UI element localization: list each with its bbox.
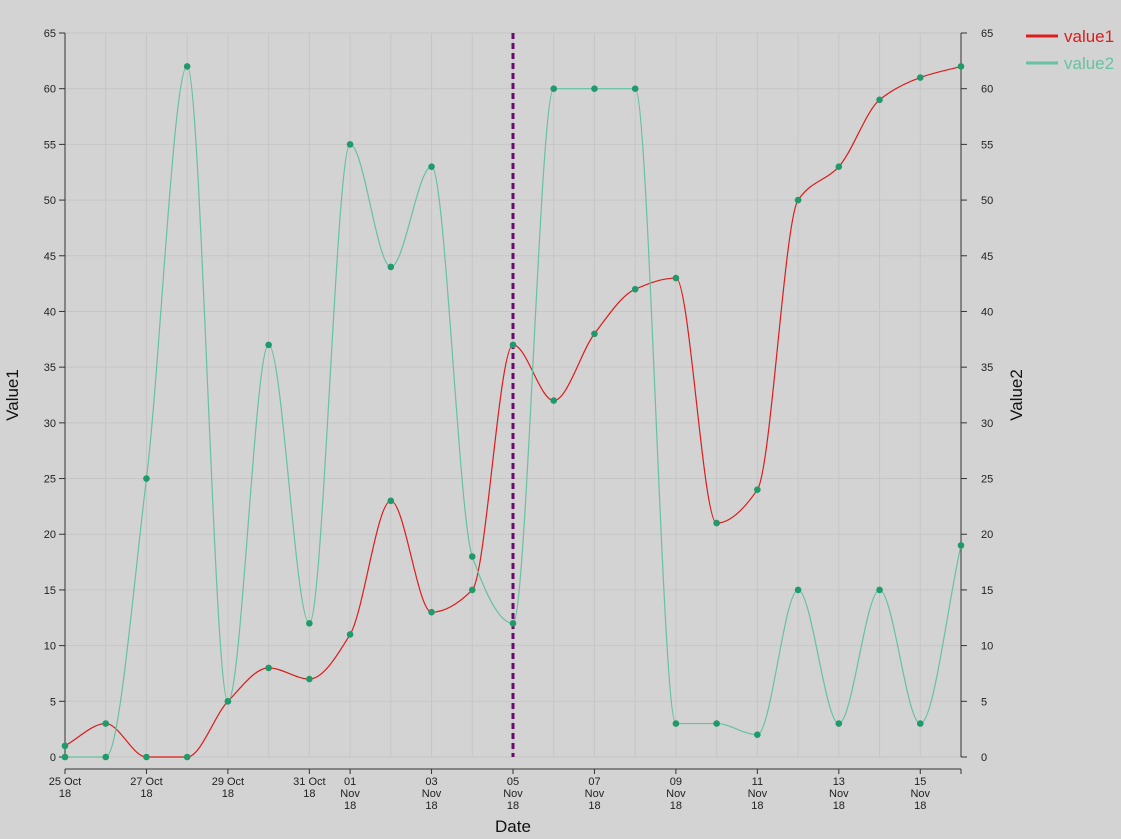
x-tick-label: 05 Nov 18 <box>503 776 523 812</box>
data-point-value2 <box>306 620 313 627</box>
data-point-value1 <box>916 74 924 81</box>
data-point-value2 <box>957 542 965 549</box>
y-tick-label-right: 45 <box>981 251 993 263</box>
data-point-value2 <box>346 141 354 148</box>
y-tick-label-right: 5 <box>981 696 987 708</box>
data-point-value2 <box>102 753 110 761</box>
data-point-value2 <box>183 63 191 70</box>
legend: value1 value2 <box>1026 27 1114 73</box>
data-point-value2 <box>835 720 843 727</box>
data-point-value1 <box>672 274 680 282</box>
x-axis-title: Date <box>495 817 531 836</box>
data-point-value1 <box>265 664 272 672</box>
data-point-value2 <box>224 698 232 705</box>
y-tick-label-right: 15 <box>981 585 993 597</box>
x-tick-label: 09 Nov 18 <box>666 776 686 812</box>
data-point-value1 <box>754 486 761 493</box>
x-tick-label: 15 Nov 18 <box>910 776 930 812</box>
y-tick-label-right: 55 <box>981 139 993 151</box>
y-tick-label-left: 25 <box>44 474 56 486</box>
data-point-value1 <box>835 163 843 170</box>
data-point-value1 <box>306 675 313 683</box>
x-tick-label: 13 Nov 18 <box>829 776 849 812</box>
data-point-value1 <box>713 519 720 527</box>
data-point-value1 <box>876 96 883 104</box>
x-tick-label: 03 Nov 18 <box>422 776 442 812</box>
y-axis-left: 0 5 10 15 20 25 30 35 40 45 50 55 60 65 <box>44 28 66 764</box>
series-group <box>64 65 962 758</box>
data-point-value2 <box>61 753 69 761</box>
legend-label-value2: value2 <box>1064 54 1114 73</box>
y-tick-label-right: 0 <box>981 752 987 764</box>
data-point-value2 <box>509 620 517 627</box>
series-line-value1 <box>64 65 962 758</box>
data-point-value1 <box>346 631 354 638</box>
y-tick-label-right: 60 <box>981 84 993 96</box>
x-axis: 25 Oct 18 27 Oct 18 29 Oct 18 31 Oct 18 01 Nov 18 0… <box>49 768 962 812</box>
data-point-value1 <box>957 63 965 70</box>
y-tick-label-right: 30 <box>981 418 993 430</box>
y-tick-label-right: 50 <box>981 195 993 207</box>
data-point-value1 <box>428 608 435 616</box>
data-point-value2 <box>143 475 150 482</box>
y-tick-label-right: 25 <box>981 474 993 486</box>
data-point-value2 <box>428 163 435 170</box>
x-tick-label: 01 Nov 18 <box>340 776 360 812</box>
data-point-value2 <box>591 85 598 92</box>
y-tick-label-left: 30 <box>44 418 56 430</box>
x-tick-label: 29 Oct 18 <box>212 776 244 800</box>
data-point-value2 <box>631 85 639 92</box>
y-tick-label-left: 5 <box>50 696 56 708</box>
y-tick-label-right: 35 <box>981 362 993 374</box>
x-tick-label: 31 Oct 18 <box>293 776 325 800</box>
data-point-value2 <box>713 720 720 727</box>
y-axis-right-title: Value2 <box>1007 369 1026 421</box>
y-tick-label-left: 10 <box>44 641 56 653</box>
data-point-value2 <box>876 586 883 594</box>
data-point-value2 <box>754 731 761 739</box>
data-point-value1 <box>183 753 191 761</box>
y-tick-label-right: 10 <box>981 641 993 653</box>
data-point-value1 <box>794 196 802 204</box>
data-point-value2 <box>387 263 395 271</box>
data-point-value1 <box>550 397 558 404</box>
y-tick-label-left: 45 <box>44 251 56 263</box>
x-tick-label: 25 Oct 18 <box>49 776 81 800</box>
series-line-value2 <box>65 65 962 758</box>
y-tick-label-left: 40 <box>44 306 56 318</box>
data-point-value1 <box>591 330 598 338</box>
y-tick-label-right: 20 <box>981 529 993 541</box>
points-group <box>61 63 965 761</box>
y-tick-label-left: 65 <box>44 28 56 40</box>
y-tick-label-left: 0 <box>50 752 56 764</box>
data-point-value2 <box>916 720 924 727</box>
data-point-value2 <box>672 720 680 727</box>
x-tick-label: 07 Nov 18 <box>585 776 605 812</box>
data-point-value1 <box>631 285 639 293</box>
y-tick-label-left: 20 <box>44 529 56 541</box>
data-point-value2 <box>265 341 272 349</box>
data-point-value1 <box>143 753 150 761</box>
y-tick-label-left: 55 <box>44 139 56 151</box>
data-point-value2 <box>550 85 558 92</box>
legend-label-value1: value1 <box>1064 27 1114 46</box>
y-tick-label-left: 15 <box>44 585 56 597</box>
data-point-value1 <box>61 742 69 750</box>
y-axis-right: 0 5 10 15 20 25 30 35 40 45 50 55 60 65 <box>960 28 993 764</box>
y-tick-label-left: 35 <box>44 362 56 374</box>
y-tick-label-left: 50 <box>44 195 56 207</box>
data-point-value1 <box>468 586 476 594</box>
data-point-value2 <box>794 586 802 594</box>
data-point-value1 <box>387 497 395 505</box>
data-point-value1 <box>102 720 110 727</box>
x-tick-label: 27 Oct 18 <box>130 776 162 800</box>
y-axis-left-title: Value1 <box>3 369 22 421</box>
y-tick-label-left: 60 <box>44 84 56 96</box>
data-point-value1 <box>509 341 517 349</box>
data-point-value2 <box>468 553 476 560</box>
x-tick-label: 11 Nov 18 <box>748 776 768 812</box>
y-tick-label-right: 40 <box>981 306 993 318</box>
y-tick-label-right: 65 <box>981 28 993 40</box>
